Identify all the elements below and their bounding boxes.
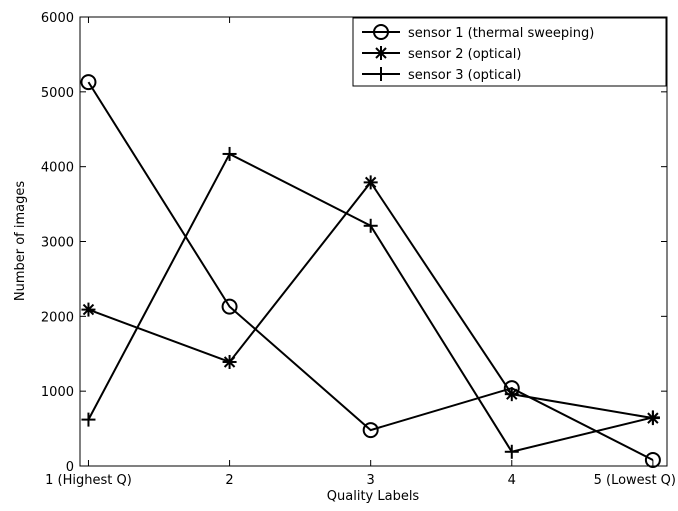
legend: sensor 1 (thermal sweeping) sensor 2 (opt… bbox=[352, 17, 667, 87]
series-2-point bbox=[222, 354, 237, 369]
series-3-point bbox=[222, 146, 237, 161]
legend-item-label: sensor 2 (optical) bbox=[408, 47, 521, 62]
legend-marker bbox=[374, 46, 388, 60]
series-1-point bbox=[221, 298, 238, 315]
series-3-point bbox=[81, 412, 96, 427]
series-2-point bbox=[504, 387, 519, 402]
legend-marker bbox=[373, 24, 389, 40]
y-axis: 0 1000 2000 3000 4000 5000 6000 bbox=[41, 11, 667, 475]
legend-marker bbox=[374, 67, 388, 81]
series-2-point bbox=[363, 175, 378, 190]
y-tick-label: 1000 bbox=[41, 385, 74, 400]
x-tick-label: 4 bbox=[508, 473, 516, 488]
x-tick-label: 2 bbox=[225, 473, 233, 488]
series-2-point bbox=[81, 302, 96, 317]
legend-item-label: sensor 1 (thermal sweeping) bbox=[408, 26, 594, 41]
series-3-point bbox=[363, 218, 378, 233]
series-line-1 bbox=[87, 81, 654, 461]
legend-box bbox=[352, 17, 667, 87]
y-tick-label: 4000 bbox=[41, 161, 74, 176]
series-1-point bbox=[80, 74, 97, 91]
x-axis-label: Quality Labels bbox=[327, 489, 420, 504]
y-axis-label: Number of images bbox=[13, 181, 28, 302]
series-1-point bbox=[362, 422, 379, 439]
series-lines bbox=[87, 81, 654, 461]
series-3-point bbox=[645, 410, 660, 425]
x-tick-label: 5 (Lowest Q) bbox=[594, 473, 676, 488]
y-tick-label: 2000 bbox=[41, 310, 74, 325]
y-tick-label: 5000 bbox=[41, 86, 74, 101]
series-1-point bbox=[644, 452, 661, 469]
x-tick-label: 1 (Highest Q) bbox=[45, 473, 132, 488]
series-line-3 bbox=[87, 152, 654, 453]
x-axis: 1 (Highest Q) 2 3 4 5 (Lowest Q) bbox=[45, 17, 676, 488]
legend-item-label: sensor 3 (optical) bbox=[408, 68, 521, 83]
y-tick-label: 3000 bbox=[41, 236, 74, 251]
y-tick-label: 6000 bbox=[41, 11, 74, 26]
series-3-point bbox=[504, 444, 519, 459]
x-tick-label: 3 bbox=[367, 473, 375, 488]
y-tick-label: 0 bbox=[66, 460, 74, 475]
series-markers bbox=[80, 74, 661, 469]
